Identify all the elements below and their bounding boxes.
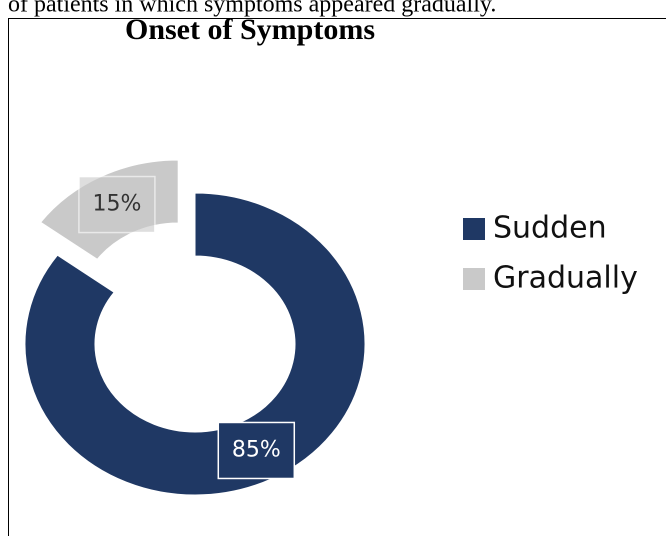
chart-border (8, 18, 666, 536)
legend-swatch (463, 268, 485, 290)
legend-label: Sudden (493, 211, 607, 246)
data-label-box (78, 175, 156, 234)
data-label-box (217, 421, 296, 480)
data-label: 85% (232, 437, 281, 462)
chart-title: Onset of Symptoms (125, 13, 375, 46)
legend-label: Gradually (493, 261, 638, 296)
data-label: 15% (92, 192, 141, 217)
donut-slice (24, 192, 366, 496)
top-text: of patients in which symptoms appeared g… (8, 0, 496, 18)
legend-swatch (463, 218, 485, 240)
